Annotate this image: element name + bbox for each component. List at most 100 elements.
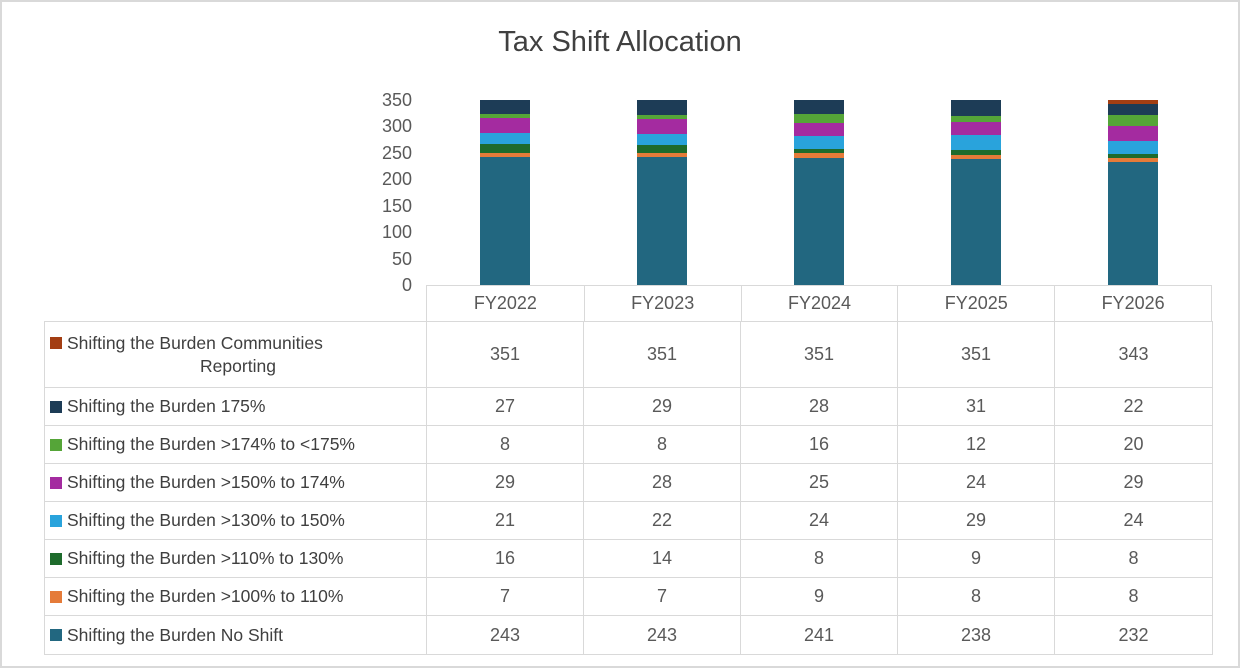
series-label-wrap: Reporting: [200, 355, 276, 376]
column-header-cell: FY2024: [740, 286, 898, 321]
y-axis-tick-label: 50: [391, 248, 412, 269]
bar-segment[interactable]: [1107, 100, 1158, 104]
legend-row: Shifting the Burden >130% to 150%: [45, 502, 427, 540]
bar-segment[interactable]: [1107, 125, 1158, 142]
bar-segment[interactable]: [479, 117, 530, 134]
bar-segment[interactable]: [636, 152, 687, 157]
value-cell: 351: [898, 322, 1055, 388]
value-cell: 8: [898, 578, 1055, 616]
value-cell: 22: [1055, 388, 1212, 426]
legend-label-line: Shifting the Burden >110% to 130%: [50, 547, 426, 570]
bar-column-fy2026: [1054, 100, 1211, 285]
bar-segment[interactable]: [479, 152, 530, 157]
value-cell: 31: [898, 388, 1055, 426]
legend-color-swatch: [50, 590, 62, 603]
column-header-cell: FY2025: [897, 286, 1054, 321]
series-label: Shifting the Burden 175%: [67, 396, 266, 416]
bar-segment[interactable]: [793, 114, 844, 123]
bar-segment[interactable]: [479, 113, 530, 118]
legend-color-swatch: [50, 629, 62, 641]
chart-title: Tax Shift Allocation: [498, 26, 742, 58]
value-cell: 29: [898, 502, 1055, 540]
legend-label-line: Shifting the Burden 175%: [50, 395, 426, 418]
value-cell: 24: [741, 502, 898, 540]
legend-row: Shifting the Burden 175%: [45, 388, 427, 426]
value-cell: 27: [427, 388, 584, 426]
bar-segment[interactable]: [950, 150, 1001, 155]
table-header-row: FY2022 FY2023 FY2024 FY2025 FY2026: [426, 285, 1212, 322]
bar-segment[interactable]: [479, 156, 530, 285]
bar-segment[interactable]: [950, 159, 1001, 285]
bar-segment[interactable]: [1107, 141, 1158, 154]
bar-fy2025: [950, 100, 1001, 285]
column-header-cell: FY2026: [1054, 286, 1211, 321]
column-header-cell: FY2023: [583, 286, 741, 321]
bar-segment[interactable]: [793, 100, 844, 115]
bar-segment[interactable]: [636, 100, 687, 115]
bar-segment[interactable]: [636, 156, 687, 285]
bar-segment[interactable]: [479, 144, 530, 153]
legend-row: Shifting the Burden No Shift: [45, 616, 427, 654]
y-axis-tick-label: 250: [381, 142, 412, 163]
legend-label-line: Shifting the Burden No Shift: [50, 624, 426, 647]
bar-segment[interactable]: [950, 154, 1001, 160]
value-cell: 24: [898, 464, 1055, 502]
legend-row: Shifting the Burden >150% to 174%: [45, 464, 427, 502]
bar-column-fy2024: [740, 100, 897, 285]
value-cell: 16: [427, 540, 584, 578]
bar-segment[interactable]: [793, 152, 844, 158]
value-cell: 351: [741, 322, 898, 388]
bar-segment[interactable]: [479, 100, 530, 114]
series-label: Shifting the Burden No Shift: [67, 624, 283, 645]
legend-color-swatch: [50, 552, 62, 565]
series-label: Shifting the Burden >100% to 110%: [67, 586, 344, 606]
bar-segment[interactable]: [1107, 153, 1158, 159]
value-cell: 9: [741, 578, 898, 616]
value-cell: 8: [1055, 578, 1212, 616]
legend-row: Shifting the Burden >110% to 130%: [45, 540, 427, 578]
y-axis-tick-label: 150: [381, 195, 412, 216]
bar-segment[interactable]: [636, 145, 687, 153]
bar-fy2026: [1107, 100, 1158, 285]
bar-segment[interactable]: [950, 134, 1001, 151]
bar-segment[interactable]: [636, 119, 687, 134]
value-cell: 232: [1118, 624, 1149, 645]
bar-column-fy2025: [897, 100, 1054, 285]
bar-segment[interactable]: [1107, 158, 1158, 163]
bar-column-fy2022: [426, 100, 583, 285]
legend-color-swatch: [50, 514, 62, 527]
bar-segment[interactable]: [950, 122, 1001, 135]
legend-label-line: Shifting the Burden >130% to 150%: [50, 509, 426, 532]
bar-segment[interactable]: [1107, 115, 1158, 126]
column-header-cell: FY2022: [473, 293, 537, 313]
data-table: Shifting the Burden Communities Reporting…: [44, 321, 1213, 655]
bar-segment[interactable]: [1107, 162, 1158, 285]
bar-segment[interactable]: [479, 133, 530, 145]
legend-color-swatch: [50, 476, 62, 489]
bar-segment[interactable]: [793, 135, 844, 149]
bar-segment[interactable]: [636, 114, 687, 120]
bar-segment[interactable]: [950, 115, 1001, 123]
legend-row: Shifting the Burden >100% to 110%: [45, 578, 427, 616]
bar-segment[interactable]: [793, 157, 844, 285]
y-axis-tick-label: 100: [381, 222, 412, 243]
legend-color-swatch: [50, 438, 62, 451]
bar-segment[interactable]: [950, 100, 1001, 116]
series-label: Shifting the Burden >110% to 130%: [67, 548, 344, 568]
value-cell: 14: [584, 540, 741, 578]
y-axis-tick-label: 200: [381, 169, 412, 190]
value-cell: 29: [1055, 464, 1212, 502]
bar-segment[interactable]: [636, 133, 687, 146]
plot-area: [426, 100, 1211, 285]
legend-label-line: Shifting the Burden >150% to 174%: [50, 471, 426, 494]
value-cell: 28: [741, 388, 898, 426]
bar-segment[interactable]: [793, 148, 844, 153]
legend-label-line: Shifting the Burden >100% to 110%: [50, 585, 426, 608]
bar-segment[interactable]: [793, 122, 844, 136]
value-cell: 9: [898, 540, 1055, 578]
legend-row: Shifting the Burden Communities Reporting: [45, 322, 427, 388]
bar-segment[interactable]: [1107, 103, 1158, 116]
value-cell: 8: [741, 540, 898, 578]
value-cell: 8: [427, 426, 584, 464]
